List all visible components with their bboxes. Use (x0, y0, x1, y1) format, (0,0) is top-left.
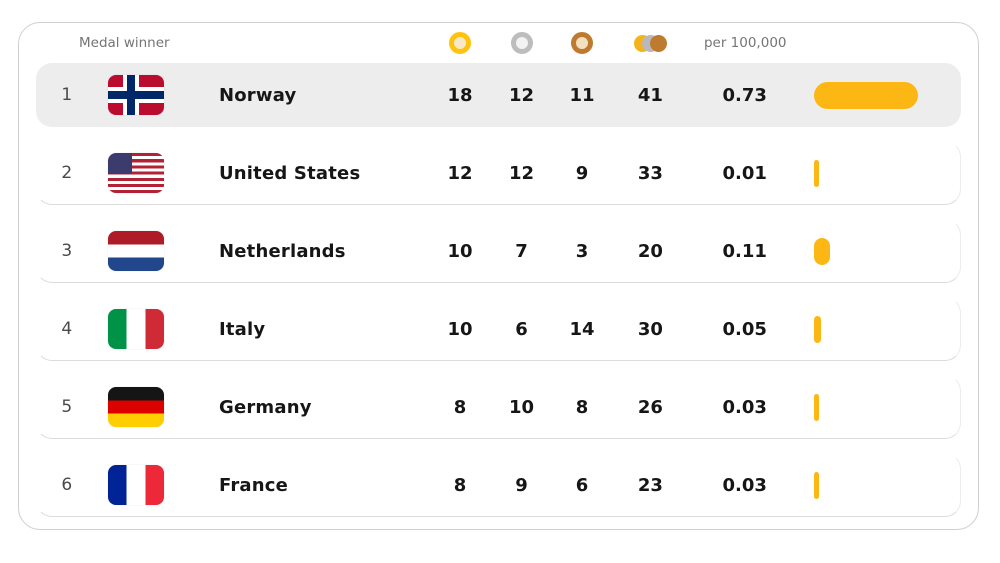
flag-germany-icon (107, 387, 164, 427)
per-capita-value: 0.03 (722, 396, 767, 418)
rank: 5 (61, 397, 73, 417)
flag-italy-icon (107, 309, 164, 349)
table-row[interactable]: 4 Italy 10 6 14 30 0.05 (36, 297, 961, 361)
total-count: 33 (637, 162, 663, 184)
silver-count: 12 (508, 162, 535, 184)
per-capita-value: 0.03 (722, 474, 767, 496)
gold-count: 8 (453, 396, 467, 418)
country-name: United States (218, 162, 361, 184)
per-capita-column-header: per 100,000 (703, 35, 787, 51)
silver-count: 6 (515, 318, 528, 340)
per-capita-bar (814, 471, 820, 499)
country-name: Germany (218, 396, 312, 418)
medal-winner-column-header: Medal winner (79, 35, 170, 51)
bronze-count: 14 (569, 318, 595, 340)
bronze-count: 11 (569, 84, 595, 106)
table-row[interactable]: 3 Netherlands 10 7 3 20 0.11 (36, 219, 961, 283)
silver-column-header (491, 32, 553, 54)
gold-count: 10 (447, 240, 473, 262)
medal-table-card: Medal winner per 100,000 1 (18, 22, 979, 530)
table-row[interactable]: 1 Norway 18 12 11 41 0.73 (36, 63, 961, 127)
per-capita-value: 0.11 (722, 240, 767, 262)
silver-medal-icon (510, 32, 533, 54)
rank: 2 (61, 163, 73, 183)
per-capita-value: 0.01 (722, 162, 767, 184)
rank: 4 (61, 319, 73, 339)
gold-column-header (429, 32, 491, 54)
country-name: Norway (218, 84, 297, 106)
flag-us-icon (107, 153, 164, 193)
total-count: 20 (637, 240, 663, 262)
bronze-dot-icon (650, 34, 668, 52)
total-count: 26 (637, 396, 663, 418)
total-count: 23 (637, 474, 663, 496)
silver-count: 12 (508, 84, 535, 106)
total-count: 41 (637, 84, 663, 106)
total-medals-icon (634, 34, 668, 52)
flag-norway-icon (107, 75, 164, 115)
table-row[interactable]: 5 Germany 8 10 8 26 0.03 (36, 375, 961, 439)
silver-count: 7 (515, 240, 528, 262)
per-capita-bar (814, 81, 919, 109)
country-name: France (218, 474, 289, 496)
total-count: 30 (637, 318, 663, 340)
table-row[interactable]: 6 France 8 9 6 23 0.03 (36, 453, 961, 517)
country-name: Netherlands (218, 240, 346, 262)
gold-count: 12 (447, 162, 473, 184)
flag-france-icon (107, 465, 164, 505)
total-column-header (612, 34, 690, 52)
flag-netherlands-icon (107, 231, 164, 271)
rank: 3 (61, 241, 73, 261)
gold-count: 8 (453, 474, 467, 496)
table-row[interactable]: 2 United States 12 12 9 33 0.01 (36, 141, 961, 205)
table-header: Medal winner per 100,000 (36, 23, 961, 63)
bronze-count: 3 (575, 240, 589, 262)
rank: 1 (61, 85, 73, 105)
per-capita-bar (814, 237, 831, 265)
bronze-medal-icon (571, 32, 594, 54)
bronze-count: 8 (575, 396, 589, 418)
medal-table-rows: 1 Norway 18 12 11 41 0.73 2 United State… (36, 63, 961, 517)
bronze-count: 6 (575, 474, 589, 496)
per-capita-bar (814, 393, 820, 421)
country-name: Italy (218, 318, 266, 340)
per-capita-bar (814, 315, 822, 343)
gold-count: 10 (447, 318, 473, 340)
silver-count: 10 (508, 396, 535, 418)
bronze-column-header (552, 32, 612, 54)
per-capita-value: 0.05 (722, 318, 767, 340)
gold-count: 18 (447, 84, 473, 106)
rank: 6 (61, 475, 73, 495)
silver-count: 9 (515, 474, 528, 496)
gold-medal-icon (448, 32, 471, 54)
bronze-count: 9 (575, 162, 589, 184)
per-capita-bar (814, 159, 820, 187)
per-capita-value: 0.73 (722, 84, 767, 106)
